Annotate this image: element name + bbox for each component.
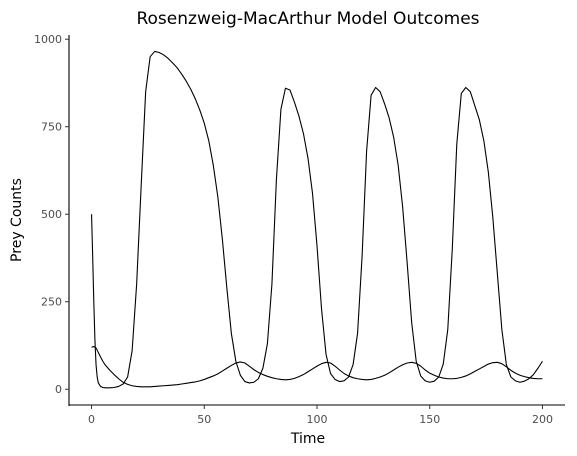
x-tick-label: 0 [88, 413, 95, 426]
x-ticks: 0 50 100 150 200 [88, 405, 553, 426]
y-tick-label: 0 [55, 383, 62, 396]
x-tick-label: 50 [197, 413, 211, 426]
chart-title: Rosenzweig-MacArthur Model Outcomes [136, 9, 479, 29]
y-tick-label: 250 [41, 296, 62, 309]
y-tick-label: 1000 [34, 33, 62, 46]
x-axis-label: Time [290, 431, 325, 447]
y-tick-label: 750 [41, 121, 62, 134]
y-ticks: 0 250 500 750 1000 [34, 33, 69, 396]
y-axis-label: Prey Counts [9, 178, 25, 262]
plot-area [91, 50, 543, 389]
x-tick-label: 100 [307, 413, 328, 426]
x-tick-label: 150 [419, 413, 440, 426]
series-line-1 [91, 50, 543, 389]
series-line-2 [91, 345, 543, 388]
x-tick-label: 200 [532, 413, 553, 426]
y-tick-label: 500 [41, 208, 62, 221]
